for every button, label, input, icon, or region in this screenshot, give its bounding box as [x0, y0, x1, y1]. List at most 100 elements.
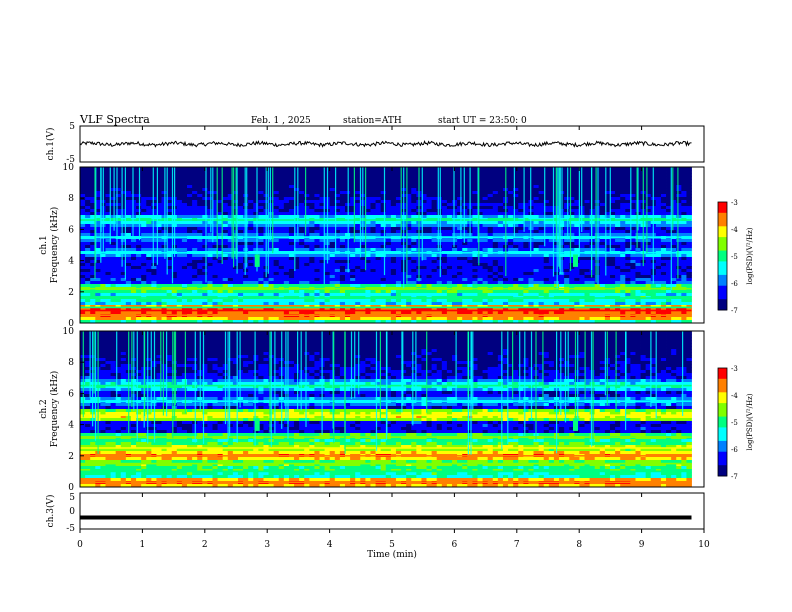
spectrogram-cell [625, 179, 631, 183]
spectrogram-cell [497, 197, 504, 201]
spectrogram-cell [166, 194, 173, 198]
spectrogram-cell [584, 212, 590, 216]
spectrogram-cell [569, 197, 575, 201]
spectrogram-cell [472, 239, 478, 243]
spectrogram-cell [472, 233, 478, 237]
spectrogram-cell [207, 173, 213, 177]
spectrogram-cell [309, 173, 315, 177]
spectrogram-cell [462, 206, 468, 210]
spectrogram-cell [635, 245, 641, 249]
spectrogram-cell [584, 215, 590, 219]
spectrogram-cell [492, 167, 499, 171]
spectrogram-cell [95, 266, 101, 270]
spectrogram-cell [273, 170, 280, 174]
spectrogram-cell [360, 269, 366, 273]
spectrogram-cell [115, 239, 122, 243]
spectrogram-cell [268, 188, 275, 192]
spectrogram-cell [436, 200, 443, 204]
spectrogram-cell [574, 221, 580, 225]
spectrogram-cell [452, 209, 458, 213]
spectrogram-cell [278, 179, 285, 183]
spectrogram-cell [655, 254, 662, 258]
spectrogram-cell [406, 260, 412, 264]
spectrogram-cell [197, 278, 203, 282]
spectrogram-cell [620, 167, 626, 171]
spectrogram-cell [95, 176, 101, 180]
spectrogram-cell [156, 167, 162, 171]
spectrogram-cell [655, 230, 662, 234]
spectrogram-cell [283, 239, 290, 243]
spectrogram-cell [574, 185, 580, 189]
spectrogram-cell [385, 239, 392, 243]
spectrogram-cell [360, 254, 366, 258]
spectrogram-cell [105, 203, 111, 207]
spectrogram-cell [421, 242, 427, 246]
spectrogram-cell [334, 173, 341, 177]
spectrogram-cell [141, 179, 147, 183]
spectrogram-cell [375, 185, 382, 189]
spectrogram-cell [686, 206, 692, 210]
spectrogram-cell [615, 269, 621, 273]
spectrogram-cell [569, 182, 575, 186]
spectrogram-cell [523, 275, 529, 279]
spectrogram-cell [589, 173, 596, 177]
spectrogram-cell [508, 284, 514, 288]
spectrogram-cell [548, 197, 555, 201]
spectrogram-cell [90, 233, 96, 237]
spectrogram-cell [192, 269, 198, 273]
spectrogram-cell [604, 269, 611, 273]
spectrogram-cell [222, 257, 229, 261]
spectrogram-cell [355, 248, 361, 252]
spectrogram-cell [666, 233, 672, 237]
spectrogram-cell [681, 257, 687, 261]
spectrogram-cell [304, 206, 310, 210]
spectrogram-cell [161, 200, 168, 204]
spectrogram-cell [339, 242, 346, 246]
figure-title: VLF Spectra [79, 113, 150, 126]
spectrogram-cell [258, 266, 264, 270]
spectrogram-cell [136, 257, 142, 261]
spectrogram-cell [207, 269, 213, 273]
spectrogram-cell [375, 260, 382, 264]
spectrogram-cell [660, 176, 667, 180]
spectrogram-cell [671, 203, 677, 207]
spectrogram-cell [334, 272, 341, 276]
spectrogram-cell [660, 191, 667, 195]
spectrogram-cell [625, 197, 631, 201]
spectrogram-cell [156, 224, 162, 228]
spectrogram-cell [497, 182, 504, 186]
spectrogram-cell [671, 182, 677, 186]
spectrogram-cell [360, 245, 366, 249]
spectrogram-cell [197, 206, 203, 210]
spectrogram-cell [319, 191, 326, 195]
spectrogram-cell [141, 272, 147, 276]
spectrogram-cell [319, 176, 326, 180]
spectrogram-cell [105, 260, 111, 264]
spectrogram-cell [457, 215, 463, 219]
spectrogram-cell [615, 182, 621, 186]
spectrogram-cell [319, 203, 326, 207]
spectrogram-cell [660, 221, 667, 225]
spectrogram-cell [212, 182, 218, 186]
spectrogram-cell [538, 200, 545, 204]
spectrogram-cell [589, 260, 596, 264]
spectrogram-cell [248, 269, 254, 273]
spectrogram-cell [625, 257, 631, 261]
spectrogram-cell [564, 242, 570, 246]
spectrogram-cell [660, 185, 667, 189]
spectrogram-cell [645, 188, 652, 192]
spectrogram-cell [304, 185, 310, 189]
spectrogram-cell [615, 206, 621, 210]
spectrogram-cell [95, 197, 101, 201]
spectrogram-cell [146, 182, 152, 186]
spectrogram-cell [604, 170, 611, 174]
spectrogram-cell [136, 263, 142, 267]
spectrogram-cell [273, 239, 280, 243]
spectrogram-cell [446, 200, 453, 204]
spectrogram-cell [350, 194, 356, 198]
spectrogram-cell [655, 173, 662, 177]
spectrogram-cell [156, 230, 162, 234]
spectrogram-cell [681, 272, 687, 276]
spectrogram-cell [609, 182, 616, 186]
spectrogram-cell [446, 173, 453, 177]
